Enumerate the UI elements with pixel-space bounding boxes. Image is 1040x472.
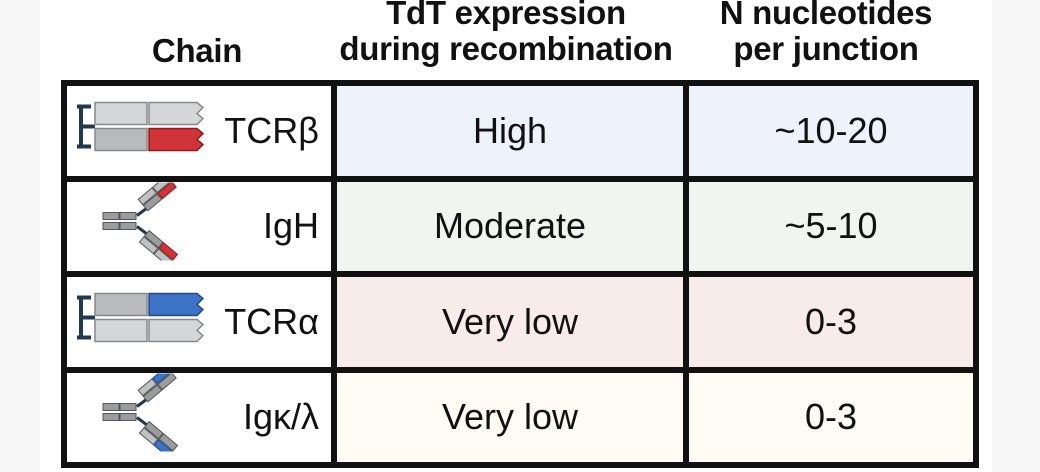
header-tdt-expression: TdT expression during recombination (330, 0, 682, 67)
tcr-alpha-receptor-icon (77, 289, 207, 354)
header-tdt-line-2: during recombination (339, 30, 673, 67)
header-chain-line: Chain (151, 32, 243, 69)
tdt-expression-cell: Moderate (331, 175, 689, 277)
chain-cell: TCRα (61, 271, 337, 373)
n-nucleotides-cell: 0-3 (683, 271, 979, 373)
right-margin-shade (992, 0, 1040, 472)
chain-cell: TCRβ (61, 80, 337, 182)
header-n-line-1: N nucleotides (719, 0, 933, 31)
tdt-expression-cell: Very low (331, 271, 689, 373)
tcr-beta-receptor-icon (77, 98, 207, 163)
chain-cell: Igκ/λ (61, 366, 337, 468)
chain-label: IgH (262, 205, 319, 247)
n-nucleotides-cell: ~5-10 (683, 175, 979, 277)
antibody-light-chain-icon (101, 366, 185, 461)
table-row: IgH Moderate ~5-10 (61, 175, 979, 277)
table-row: TCRβ High ~10-20 (61, 80, 979, 182)
chain-label: Igκ/λ (242, 396, 319, 438)
header-n-line-2: per junction (733, 30, 919, 67)
header-tdt-line-1: TdT expression (386, 0, 626, 31)
antibody-heavy-chain-icon (101, 175, 185, 270)
chain-label: TCRα (224, 300, 319, 342)
tdt-expression-cell: High (331, 80, 689, 182)
n-nucleotides-cell: ~10-20 (683, 80, 979, 182)
chain-cell: IgH (61, 175, 337, 277)
tdt-expression-cell: Very low (331, 366, 689, 468)
comparison-table: TCRβ High ~10-20 (61, 80, 979, 468)
n-nucleotides-cell: 0-3 (683, 366, 979, 468)
header-chain: Chain (66, 33, 328, 69)
table-row: TCRα Very low 0-3 (61, 271, 979, 373)
header-n-nucleotides: N nucleotides per junction (684, 0, 968, 67)
table-row: Igκ/λ Very low 0-3 (61, 366, 979, 468)
chain-label: TCRβ (224, 109, 319, 151)
left-margin-shade (0, 0, 40, 472)
